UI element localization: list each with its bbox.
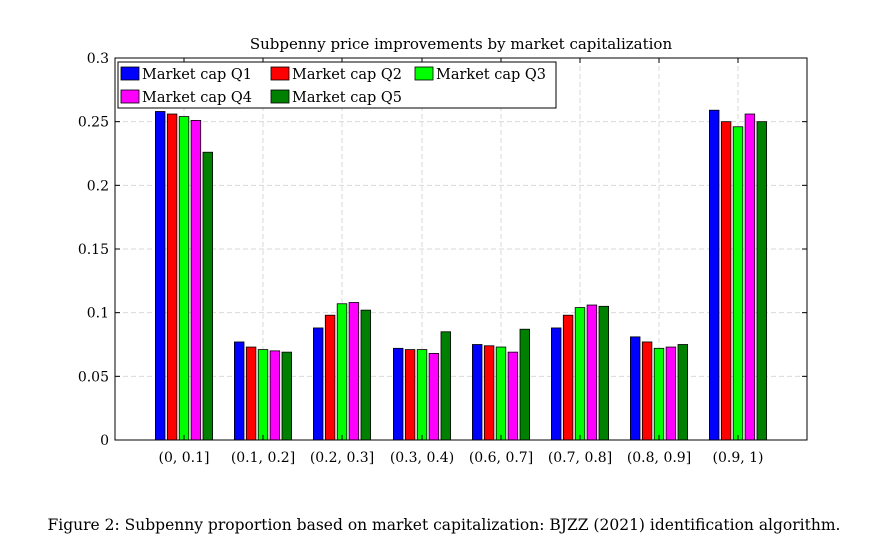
legend-label: Market cap Q4 (142, 90, 252, 106)
y-tick-label: 0.05 (78, 369, 109, 385)
bar (312, 327, 324, 441)
chart-title: Subpenny price improvements by market ca… (250, 35, 673, 53)
x-tick-label: (0.8, 0.9] (627, 450, 691, 466)
bar (641, 341, 653, 441)
x-tick-label: (0.1, 0.2] (231, 450, 295, 466)
legend-label: Market cap Q3 (436, 67, 546, 83)
bar (428, 353, 440, 441)
y-tick-label: 0.15 (78, 242, 109, 258)
bar (416, 349, 428, 441)
figure-caption: Figure 2: Subpenny proportion based on m… (47, 516, 841, 534)
y-tick-label: 0.1 (87, 306, 109, 322)
legend-label: Market cap Q1 (142, 67, 252, 83)
bar (630, 336, 641, 441)
bar (154, 111, 166, 441)
legend-swatch (120, 89, 140, 104)
bar (190, 119, 202, 441)
bar (562, 314, 574, 441)
x-tick-label: (0.6, 0.7] (469, 450, 533, 466)
bar (202, 151, 214, 441)
bars (154, 109, 768, 441)
x-tick-label: (0.9, 1) (713, 450, 764, 466)
bar (483, 345, 495, 441)
legend-swatch (270, 66, 290, 81)
bar (233, 341, 245, 441)
bar (677, 344, 689, 441)
x-tick-label: (0, 0.1] (159, 450, 210, 466)
bar (744, 113, 756, 441)
legend-label: Market cap Q5 (292, 90, 402, 106)
x-tick-label: (0.3, 0.4) (390, 450, 454, 466)
legend-swatch (270, 89, 290, 104)
bar (440, 331, 452, 441)
bar (720, 121, 732, 441)
bar (404, 349, 416, 441)
bar (166, 113, 178, 441)
bar (586, 304, 598, 441)
bar (598, 305, 610, 441)
bar (653, 347, 665, 441)
bar (551, 327, 562, 441)
legend-label: Market cap Q2 (292, 67, 402, 83)
y-tick-label: 0.3 (87, 51, 109, 67)
bar (257, 349, 269, 441)
bar (392, 347, 404, 441)
x-tick-label: (0.7, 0.8] (548, 450, 612, 466)
bar (519, 328, 531, 441)
bar (756, 121, 768, 441)
y-tick-label: 0.2 (87, 178, 109, 194)
bar (336, 303, 348, 441)
legend-swatch (120, 66, 140, 81)
bar (360, 309, 372, 441)
y-tick-label: 0.25 (78, 115, 109, 131)
y-tick-label: 0 (100, 433, 109, 449)
bar (269, 350, 281, 441)
bar (507, 351, 519, 441)
legend: Market cap Q1 Market cap Q2 Market cap Q3 M… (117, 61, 557, 109)
bar (245, 346, 257, 441)
bar (178, 116, 190, 441)
bar (665, 346, 677, 441)
axis-ticks: 0 0.05 0.1 0.15 0.2 0.25 0.3 (0, 0.1] (0.1, 0.2]… (78, 51, 807, 466)
bar (281, 351, 293, 441)
bar-chart: Subpenny price improvements by market ca… (78, 35, 808, 466)
bar (732, 126, 744, 441)
bar (471, 344, 483, 441)
bar (709, 109, 720, 441)
legend-box (117, 61, 557, 109)
legend-swatch (414, 66, 434, 81)
bar (574, 307, 586, 441)
bar (348, 302, 360, 441)
x-tick-label: (0.2, 0.3] (310, 450, 374, 466)
bar (324, 314, 336, 441)
grid (115, 58, 807, 440)
bar (495, 346, 507, 441)
